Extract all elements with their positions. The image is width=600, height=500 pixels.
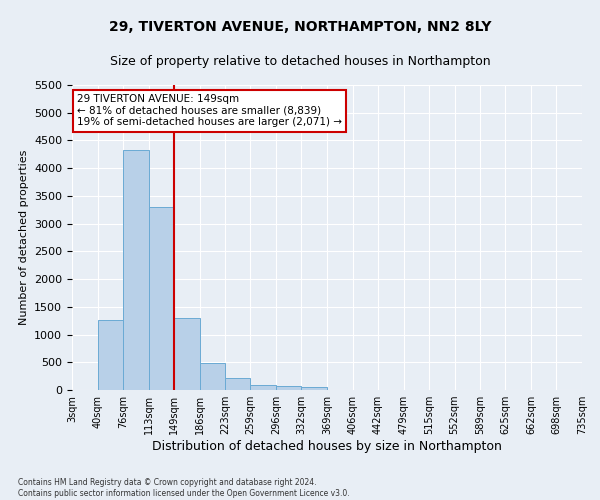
Text: 29, TIVERTON AVENUE, NORTHAMPTON, NN2 8LY: 29, TIVERTON AVENUE, NORTHAMPTON, NN2 8L… <box>109 20 491 34</box>
Bar <box>250 385 276 390</box>
Bar <box>199 363 225 390</box>
Y-axis label: Number of detached properties: Number of detached properties <box>19 150 29 325</box>
Bar <box>174 318 199 390</box>
Text: 29 TIVERTON AVENUE: 149sqm
← 81% of detached houses are smaller (8,839)
19% of s: 29 TIVERTON AVENUE: 149sqm ← 81% of deta… <box>77 94 342 128</box>
Bar <box>98 320 123 390</box>
Text: Contains HM Land Registry data © Crown copyright and database right 2024.
Contai: Contains HM Land Registry data © Crown c… <box>18 478 350 498</box>
X-axis label: Distribution of detached houses by size in Northampton: Distribution of detached houses by size … <box>152 440 502 453</box>
Bar <box>301 387 327 390</box>
Bar <box>276 386 301 390</box>
Bar <box>225 378 250 390</box>
Bar <box>123 150 149 390</box>
Text: Size of property relative to detached houses in Northampton: Size of property relative to detached ho… <box>110 55 490 68</box>
Bar <box>149 207 174 390</box>
